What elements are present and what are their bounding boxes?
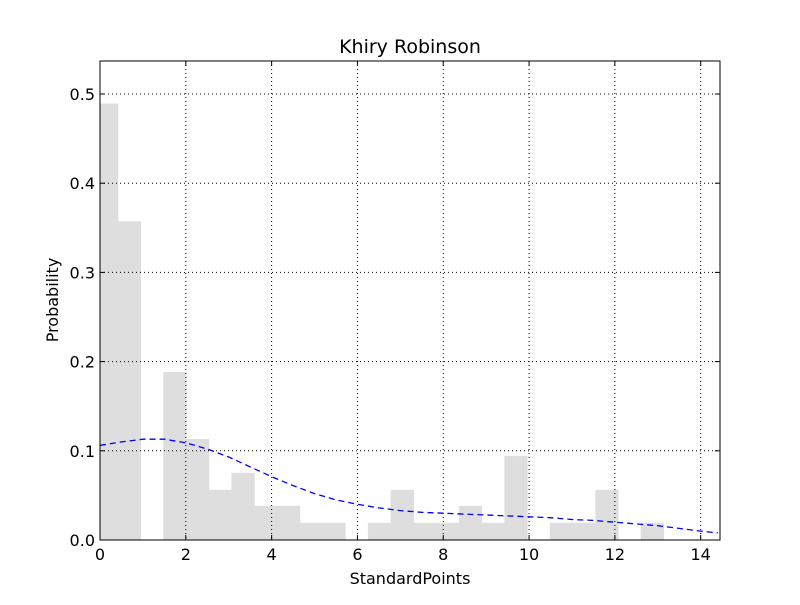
x-axis-ticks: 0 2 4 6 8 10 12 14 (95, 61, 711, 564)
x-tick-label: 8 (438, 545, 448, 564)
y-tick-label: 0.5 (70, 85, 95, 104)
chart-title: Khiry Robinson (339, 36, 481, 58)
histogram-bar (163, 372, 187, 541)
plot-frame (99, 60, 721, 541)
x-tick-label: 0 (95, 545, 105, 564)
y-tick-label: 0.2 (70, 353, 95, 372)
histogram-bar (276, 505, 301, 541)
histogram-bar (254, 505, 278, 541)
histogram-bar (436, 522, 460, 541)
y-tick-label: 0.0 (70, 531, 95, 550)
histogram-bar (572, 522, 596, 541)
histogram-bar (185, 438, 210, 541)
histogram-bar (413, 522, 437, 541)
histogram-bar (458, 505, 483, 541)
histogram-bar (299, 522, 323, 541)
histogram-bar (208, 489, 232, 541)
x-tick-label: 12 (605, 545, 625, 564)
histogram-bar (390, 489, 414, 541)
histogram-bar (481, 522, 505, 541)
histogram-bar (504, 455, 528, 541)
x-tick-label: 10 (519, 545, 539, 564)
histogram-bar (367, 522, 392, 541)
y-tick-label: 0.4 (70, 174, 95, 193)
density-curve (99, 438, 718, 534)
y-axis-label: Probability (43, 258, 62, 343)
x-tick-label: 4 (267, 545, 277, 564)
y-tick-label: 0.3 (70, 263, 95, 282)
histogram-bar (549, 522, 574, 541)
histogram-bar (117, 221, 142, 541)
x-axis-label: StandardPoints (350, 569, 471, 588)
histogram-bar (99, 103, 119, 541)
histogram-bars (99, 103, 665, 541)
y-tick-label: 0.1 (70, 442, 95, 461)
x-tick-label: 14 (691, 545, 711, 564)
histogram-bar (322, 522, 346, 541)
y-axis-ticks: 0.0 0.1 0.2 0.3 0.4 0.5 (70, 85, 720, 550)
x-tick-label: 6 (352, 545, 362, 564)
x-tick-label: 2 (181, 545, 191, 564)
histogram-bar (231, 472, 255, 541)
